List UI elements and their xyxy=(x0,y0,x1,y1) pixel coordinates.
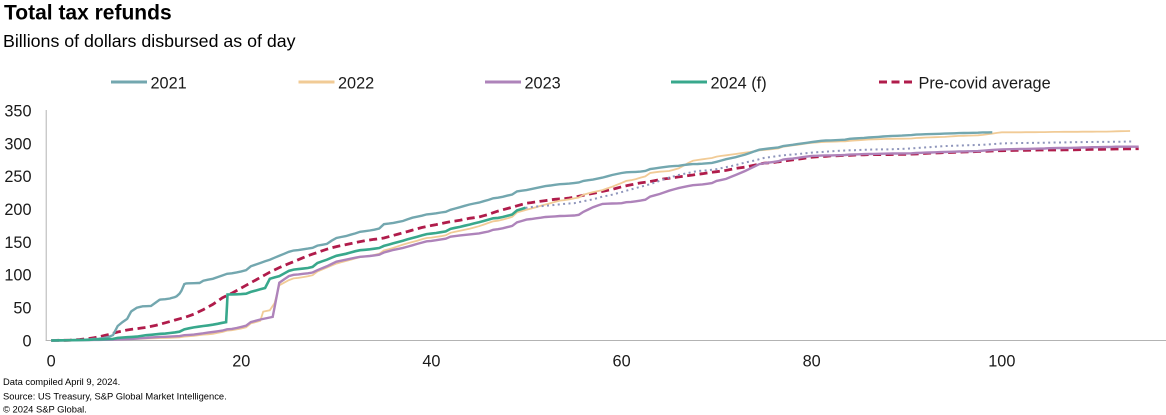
svg-text:100: 100 xyxy=(4,267,31,285)
svg-text:2024 (f): 2024 (f) xyxy=(711,75,767,93)
svg-text:50: 50 xyxy=(13,300,31,318)
svg-text:2023: 2023 xyxy=(525,75,561,93)
svg-text:250: 250 xyxy=(4,168,31,186)
svg-text:Pre-covid average: Pre-covid average xyxy=(919,75,1051,93)
svg-text:40: 40 xyxy=(422,353,440,371)
svg-text:0: 0 xyxy=(22,332,31,350)
svg-text:300: 300 xyxy=(4,135,31,153)
svg-text:© 2024 S&P Global.: © 2024 S&P Global. xyxy=(3,404,87,415)
svg-text:100: 100 xyxy=(988,353,1015,371)
svg-text:2021: 2021 xyxy=(151,75,187,93)
svg-text:80: 80 xyxy=(803,353,821,371)
svg-text:20: 20 xyxy=(232,353,250,371)
svg-text:Source: US Treasury, S&P Globa: Source: US Treasury, S&P Global Market I… xyxy=(3,390,227,401)
svg-text:150: 150 xyxy=(4,234,31,252)
svg-text:350: 350 xyxy=(4,103,31,121)
svg-text:60: 60 xyxy=(613,353,631,371)
svg-text:200: 200 xyxy=(4,201,31,219)
svg-text:Billions of dollars disbursed: Billions of dollars disbursed as of day xyxy=(3,31,296,51)
svg-text:0: 0 xyxy=(47,353,56,371)
svg-text:Data compiled April 9, 2024.: Data compiled April 9, 2024. xyxy=(3,376,120,387)
svg-text:Total tax refunds: Total tax refunds xyxy=(4,1,172,24)
svg-text:2022: 2022 xyxy=(338,75,374,93)
